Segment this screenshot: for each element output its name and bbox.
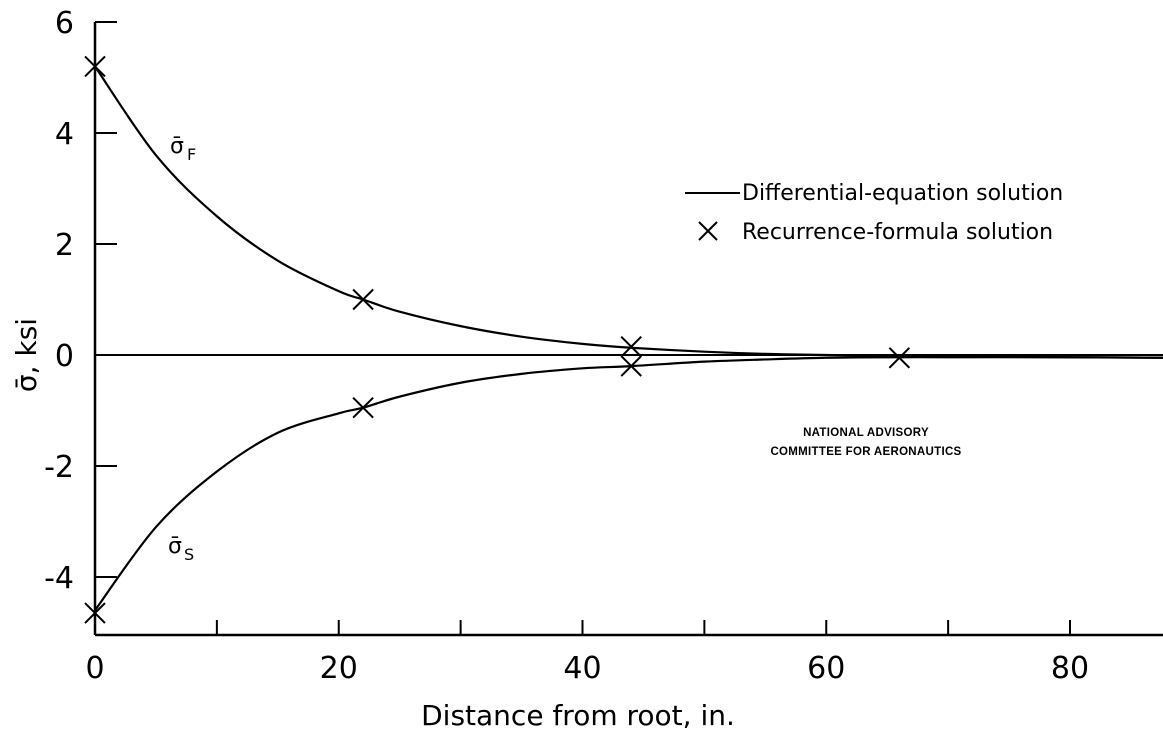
data-point-marker — [620, 335, 642, 358]
data-point-marker — [888, 347, 911, 369]
series-line-1 — [94, 356, 1163, 611]
y-tick-label: 2 — [55, 228, 74, 263]
series-line-0 — [94, 65, 1163, 359]
y-tick-label: 6 — [55, 6, 74, 41]
marker-stroke — [620, 335, 642, 358]
naca-annotation: NATIONAL ADVISORY COMMITTEE FOR AERONAUT… — [770, 427, 961, 458]
svg-text:COMMITTEE FOR AERONAUTICS: COMMITTEE FOR AERONAUTICS — [770, 446, 961, 458]
legend-marker-swatch — [698, 221, 718, 241]
data-point-marker — [84, 55, 106, 78]
marker-stroke — [352, 397, 374, 419]
svg-text:σ̄: σ̄ — [168, 534, 182, 559]
data-point-marker — [84, 602, 106, 624]
svg-text:σ̄: σ̄ — [170, 134, 184, 159]
curve-label-sigma-s: σ̄ S — [168, 534, 194, 564]
x-tick-label: 20 — [320, 651, 358, 686]
data-point-marker — [352, 397, 374, 419]
marker-stroke — [888, 347, 911, 369]
y-axis-title: σ̄, ksi — [10, 318, 43, 392]
y-tick-label: 0 — [55, 339, 74, 374]
x-tick-label: 60 — [807, 651, 845, 686]
curve-label-sigma-f: σ̄ F — [170, 134, 196, 164]
x-axis-title: Distance from root, in. — [421, 699, 735, 732]
x-tick-label: 0 — [85, 651, 104, 686]
y-tick-label: 4 — [55, 117, 74, 152]
x-tick-label: 40 — [563, 651, 601, 686]
marker-stroke — [620, 355, 642, 377]
legend: Differential-equation solution Recurrenc… — [685, 181, 1063, 245]
data-point-marker — [620, 355, 642, 377]
x-tick-label: 80 — [1051, 651, 1089, 686]
y-tick-label: -2 — [44, 450, 74, 485]
marker-stroke — [84, 55, 106, 78]
legend-marker-label: Recurrence-formula solution — [742, 220, 1053, 245]
svg-text:S: S — [184, 545, 194, 564]
y-tick-label: -4 — [44, 561, 74, 596]
curves — [94, 65, 1163, 611]
marker-stroke — [84, 602, 106, 624]
data-point-marker — [352, 288, 374, 311]
legend-line-label: Differential-equation solution — [742, 181, 1063, 206]
svg-text:NATIONAL ADVISORY: NATIONAL ADVISORY — [803, 427, 929, 439]
markers — [84, 55, 911, 624]
marker-stroke — [352, 288, 374, 311]
axes — [93, 22, 1163, 637]
svg-text:F: F — [187, 145, 196, 164]
